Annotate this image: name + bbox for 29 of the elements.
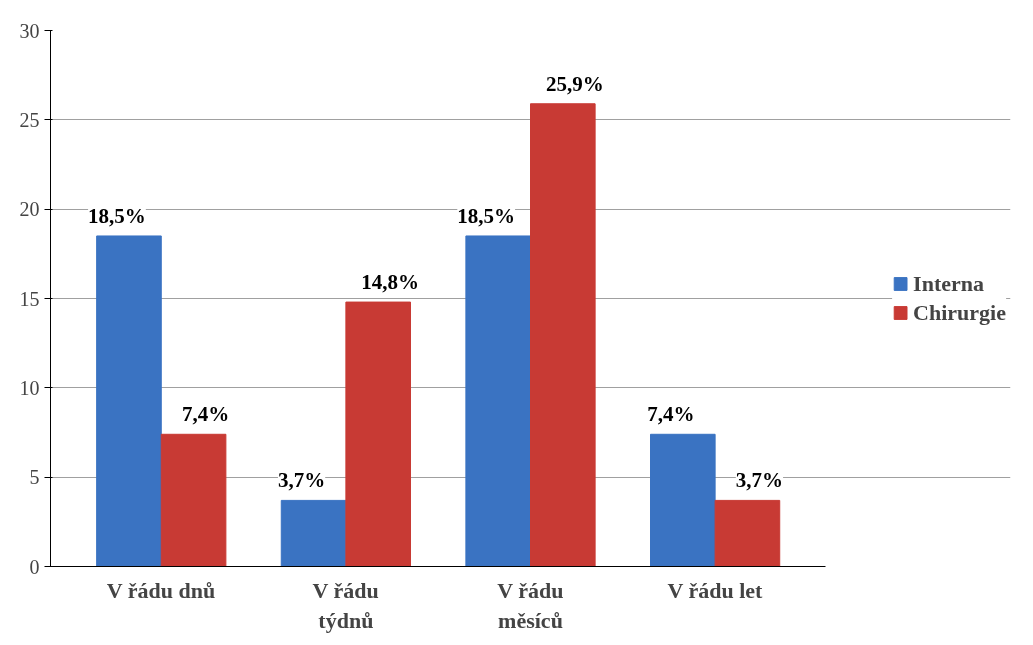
bar xyxy=(345,301,411,567)
bar xyxy=(280,499,347,567)
y-tick-label: 10 xyxy=(19,376,40,399)
y-tick-label: 5 xyxy=(29,466,40,489)
x-tick-label: V řádu měsíců xyxy=(497,577,564,633)
data-label: 18,5% xyxy=(457,203,516,228)
y-tick-label: 25 xyxy=(19,108,40,131)
bar xyxy=(160,433,227,567)
y-tick-label: 15 xyxy=(19,287,40,310)
y-tick-label: 20 xyxy=(19,198,40,221)
data-label: 7,4% xyxy=(181,402,230,427)
bar xyxy=(650,433,716,567)
legend-label: Chirurgie xyxy=(913,299,1006,326)
x-tick-label: V řádu týdnů xyxy=(312,577,379,633)
data-label: 3,7% xyxy=(735,468,784,493)
data-label: 7,4% xyxy=(647,402,695,427)
y-tick-label: 30 xyxy=(19,19,40,42)
data-label: 3,7% xyxy=(277,468,326,493)
data-label: 18,5% xyxy=(88,203,146,228)
legend-label: Interna xyxy=(913,270,984,297)
data-label: 14,8% xyxy=(361,270,420,295)
data-label: 25,9% xyxy=(545,71,604,96)
bar xyxy=(465,235,531,567)
bar xyxy=(96,235,162,567)
bar xyxy=(714,499,781,567)
x-tick-label: V řádu let xyxy=(667,577,764,603)
y-tick-label: 0 xyxy=(29,555,40,578)
bar xyxy=(530,103,596,567)
x-tick-label: V řádu dnů xyxy=(106,577,216,603)
